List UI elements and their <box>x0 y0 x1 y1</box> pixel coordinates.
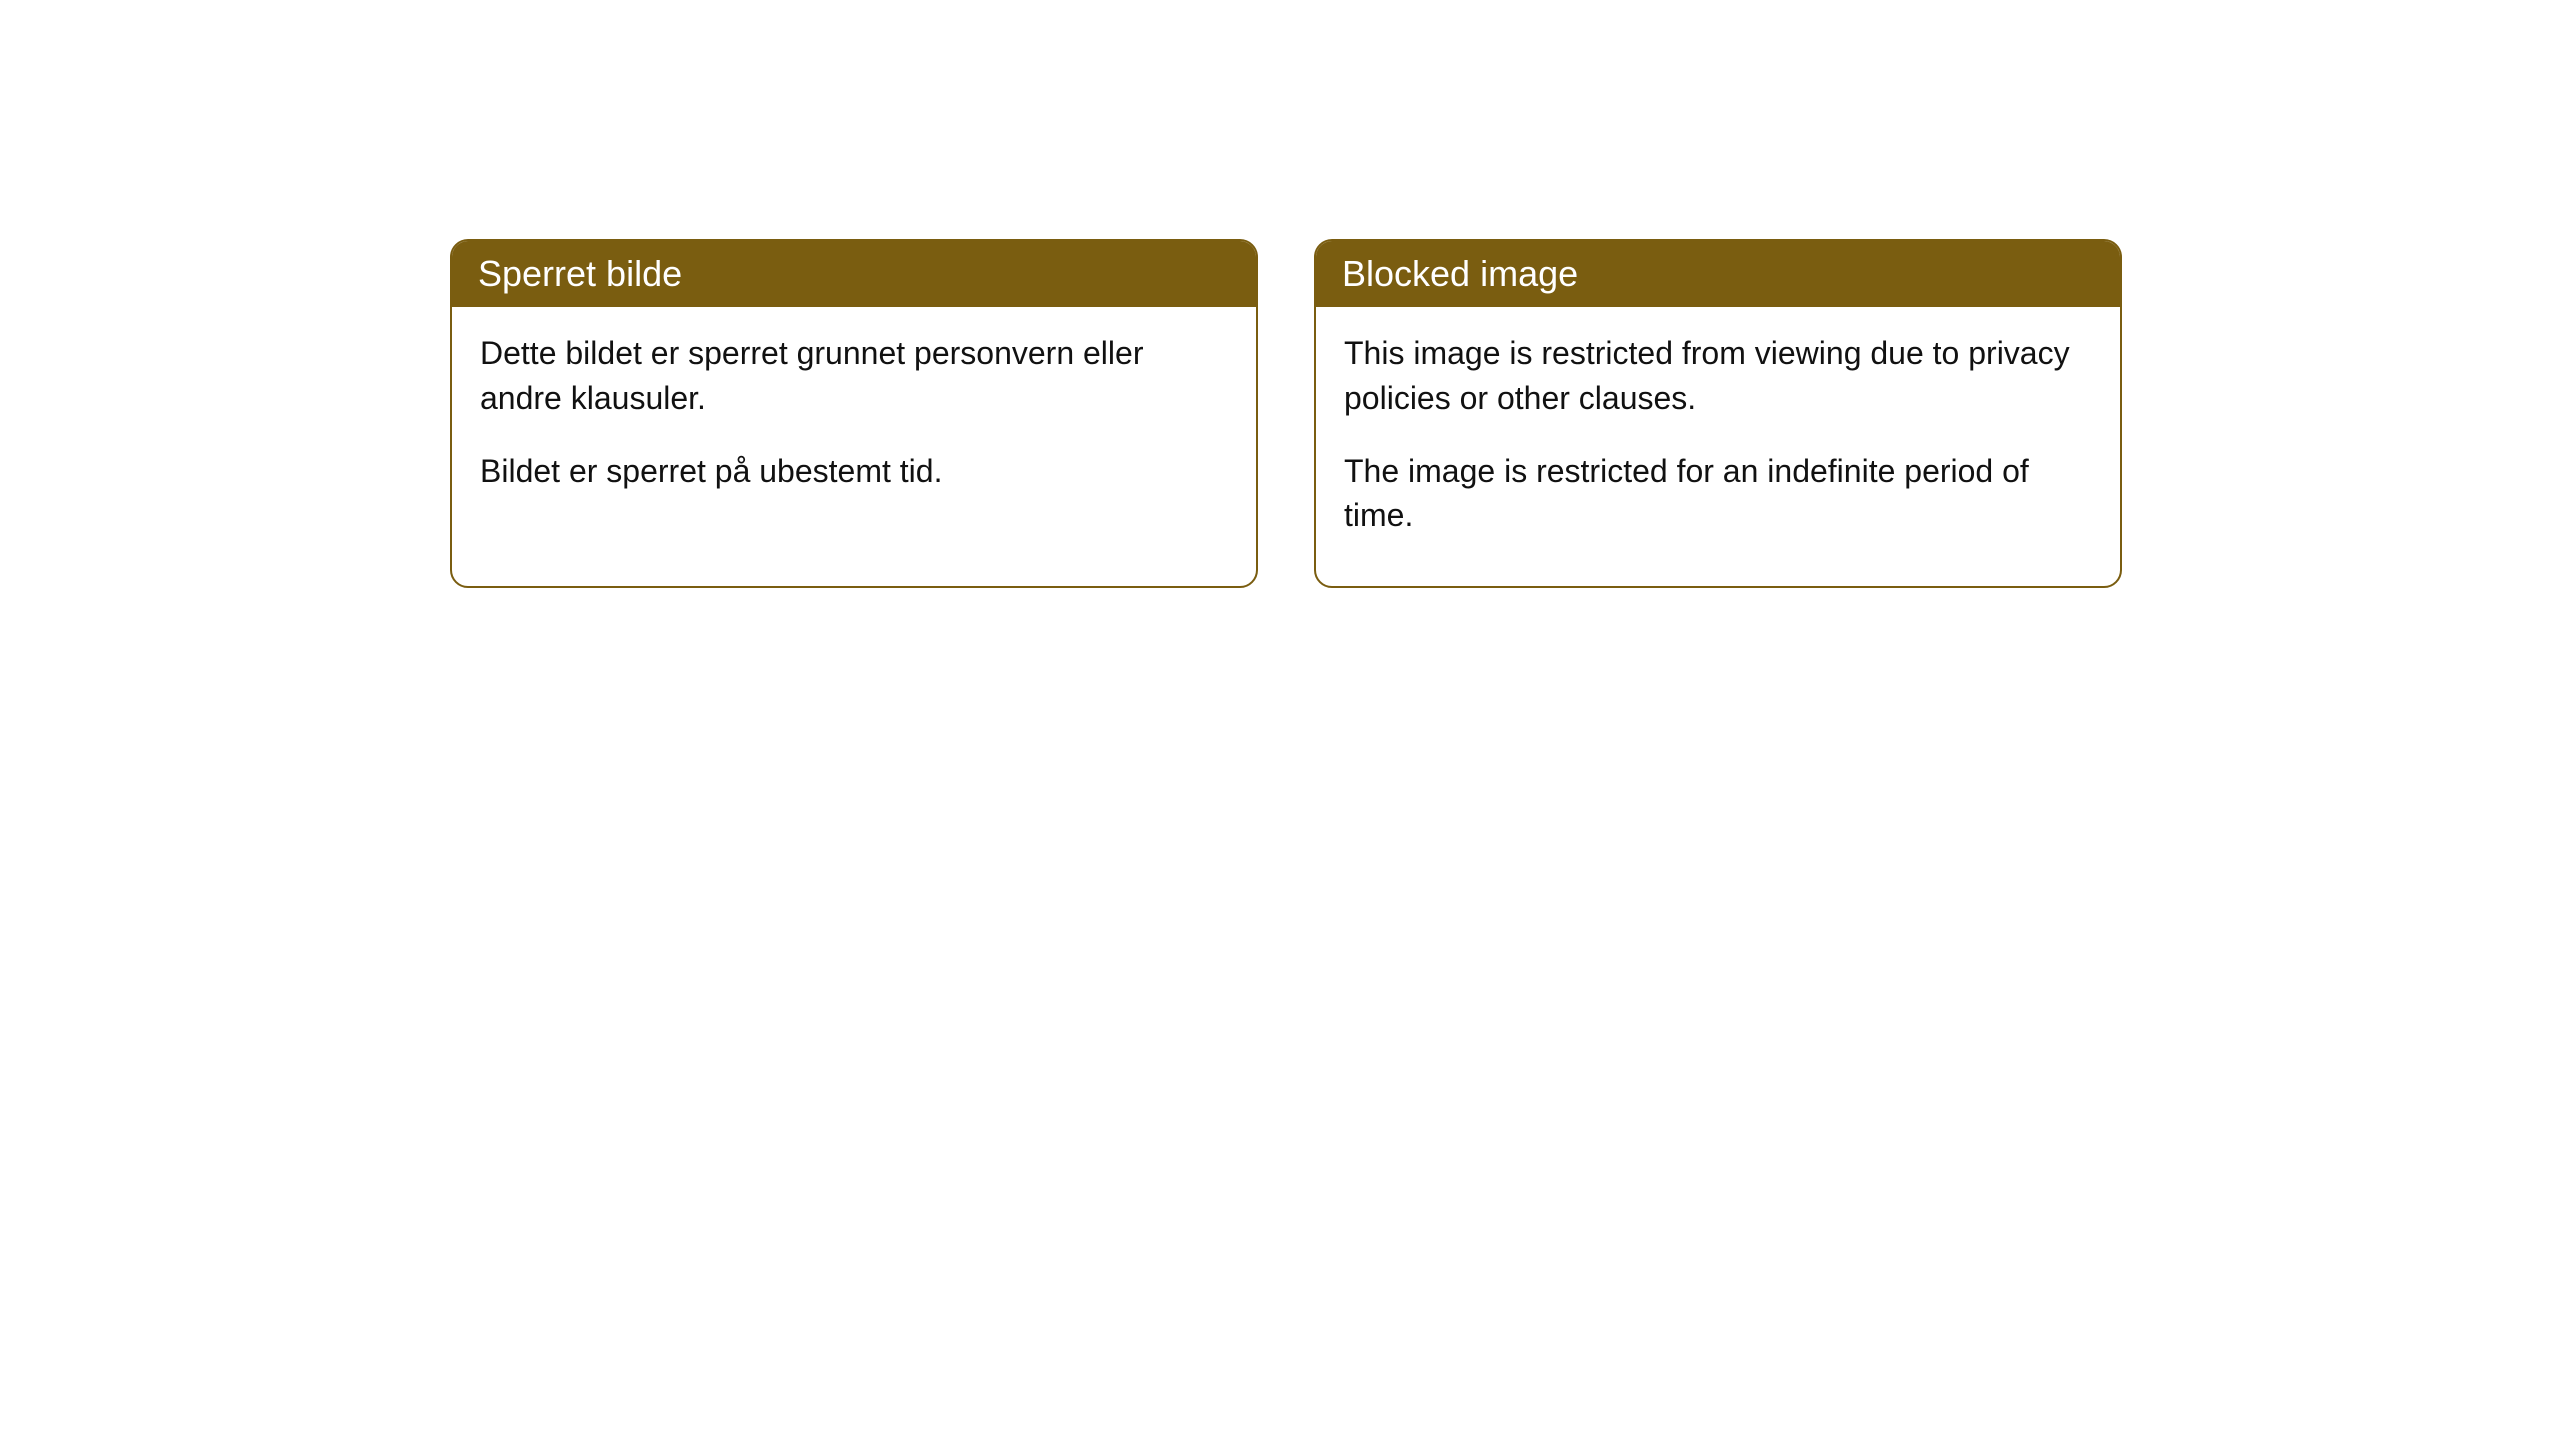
notice-cards-container: Sperret bilde Dette bildet er sperret gr… <box>450 239 2122 588</box>
card-paragraph: Dette bildet er sperret grunnet personve… <box>480 331 1228 421</box>
card-header-english: Blocked image <box>1316 241 2120 307</box>
card-body-english: This image is restricted from viewing du… <box>1316 307 2120 586</box>
blocked-image-card-norwegian: Sperret bilde Dette bildet er sperret gr… <box>450 239 1258 588</box>
blocked-image-card-english: Blocked image This image is restricted f… <box>1314 239 2122 588</box>
card-header-norwegian: Sperret bilde <box>452 241 1256 307</box>
card-body-norwegian: Dette bildet er sperret grunnet personve… <box>452 307 1256 541</box>
card-paragraph: The image is restricted for an indefinit… <box>1344 449 2092 539</box>
card-paragraph: This image is restricted from viewing du… <box>1344 331 2092 421</box>
card-title: Blocked image <box>1342 253 1578 294</box>
card-paragraph: Bildet er sperret på ubestemt tid. <box>480 449 1228 494</box>
card-title: Sperret bilde <box>478 253 682 294</box>
